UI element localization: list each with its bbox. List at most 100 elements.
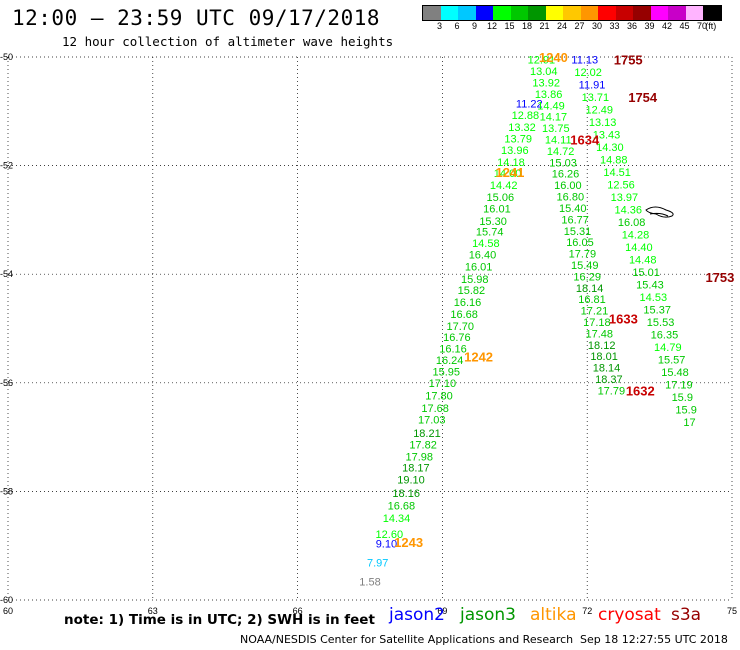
- legend-s3a: s3a: [671, 605, 702, 625]
- wave-height-value: 15.48: [661, 367, 689, 379]
- wave-height-value: 15.43: [636, 280, 664, 292]
- wave-height-value: 14.34: [383, 513, 411, 525]
- wave-height-value: 15.82: [458, 285, 486, 297]
- wave-height-value: 16.05: [566, 237, 594, 249]
- wave-height-value: 1.58: [359, 577, 380, 589]
- wave-height-value: 16.80: [557, 192, 585, 204]
- colorbar-swatch: [685, 6, 703, 20]
- wave-height-value: 12.60: [376, 529, 404, 541]
- wave-height-value: 14.58: [472, 238, 500, 250]
- y-tick-label: -50: [0, 52, 13, 62]
- y-tick-label: -58: [0, 486, 13, 496]
- map-subtitle: 12 hour collection of altimeter wave hei…: [62, 34, 394, 49]
- pass-time-label: 1243: [394, 535, 423, 550]
- x-tick-label: 66: [293, 606, 303, 616]
- wave-height-value: 17.10: [429, 378, 457, 390]
- colorbar-label: 42: [661, 21, 673, 31]
- wave-height-value: 13.13: [589, 117, 617, 129]
- wave-height-value: 13.92: [532, 78, 560, 90]
- axis-labels: 60 63 66 69 72 75 -50 -52 -54 -56 -58 -60: [0, 52, 737, 616]
- wave-height-value: 7.97: [367, 558, 388, 570]
- pass-time-label: 1633: [609, 312, 638, 327]
- x-tick-label: 69: [437, 606, 447, 616]
- wave-height-value: 14.51: [603, 167, 631, 179]
- wave-height-value: 14.42: [490, 180, 518, 192]
- wave-height-value: 14.72: [547, 146, 575, 158]
- wave-height-value: 14.17: [540, 112, 568, 124]
- wave-height-value: 16.81: [578, 294, 606, 306]
- wave-height-value: 18.01: [590, 351, 618, 363]
- y-tick-label: -54: [0, 269, 13, 279]
- wave-height-value: 15.57: [658, 354, 686, 366]
- map-grid: [7, 56, 733, 601]
- colorbar-swatch: [563, 6, 581, 20]
- colorbar-label: 6: [454, 21, 460, 31]
- wave-height-value: 15.03: [549, 157, 577, 169]
- wave-height-value: 13.86: [535, 89, 563, 101]
- wave-height-value: 16.40: [469, 250, 497, 262]
- y-tick-label: -56: [0, 378, 13, 388]
- wave-height-value: 14.30: [596, 142, 624, 154]
- colorbar-label: (ft): [705, 21, 717, 31]
- wave-height-value: 17.79: [569, 249, 597, 261]
- wave-height-value: 11.22: [516, 99, 543, 111]
- wave-height-value: 17.19: [665, 379, 693, 391]
- wave-height-value: 13.43: [593, 130, 621, 142]
- colorbar-label: 45: [679, 21, 690, 31]
- wave-height-value: 16.01: [465, 262, 493, 274]
- wave-height-value: 14.79: [654, 342, 682, 354]
- wave-height-value: 14.28: [622, 230, 650, 242]
- pass-time-label: 1240: [539, 50, 568, 65]
- legend-jason2: jason2: [389, 605, 445, 625]
- wave-height-value: 16.77: [561, 214, 589, 226]
- wave-height-value: 16.29: [573, 271, 601, 283]
- x-tick-label: 75: [727, 606, 737, 616]
- colorbar-swatch: [528, 6, 546, 20]
- wave-height-value: 13.32: [508, 122, 536, 134]
- wave-height-value: 16.76: [443, 332, 471, 344]
- wave-height-value: 18.14: [576, 283, 604, 295]
- footer-credit: NOAA/NESDIS Center for Satellite Applica…: [240, 633, 574, 646]
- wave-height-value: 12.56: [607, 180, 635, 192]
- wave-height-value: 15.30: [479, 216, 507, 228]
- wave-height-value: 15.40: [559, 203, 587, 215]
- colorbar-label: 36: [626, 21, 638, 31]
- wave-height-value: 16.68: [388, 501, 416, 513]
- colorbar-swatch: [703, 6, 721, 20]
- wave-height-value: 16.16: [454, 297, 482, 309]
- wave-height-value: 15.95: [432, 366, 460, 378]
- x-tick-label: 72: [582, 606, 592, 616]
- colorbar-label: 27: [574, 21, 585, 31]
- wave-height-value: 16.26: [552, 169, 580, 181]
- colorbar-label: 9: [471, 21, 478, 31]
- colorbar-label: 70: [696, 21, 708, 31]
- colorbar-label: 30: [591, 21, 603, 31]
- colorbar-label: 21: [539, 21, 550, 31]
- colorbar-label: 3: [436, 21, 443, 31]
- wave-height-value: 14.49: [537, 100, 565, 112]
- colorbar-swatch: [423, 6, 441, 20]
- wave-height-value: 18.14: [593, 363, 621, 375]
- wave-height-value: 13.04: [530, 66, 558, 78]
- colorbar-swatch: [440, 6, 458, 20]
- wave-height-value: 15.9: [675, 404, 696, 416]
- colorbar-label: 39: [644, 21, 655, 31]
- legend-jason3: jason3: [460, 605, 516, 625]
- wave-height-values: 1.587.979.1012.6014.3416.6818.1619.1018.…: [359, 55, 697, 589]
- x-tick-label: 60: [3, 606, 13, 616]
- wave-height-value: 16.16: [439, 344, 467, 356]
- wave-height-value: 12.91: [528, 55, 556, 67]
- wave-height-value: 16.00: [554, 180, 582, 192]
- wave-height-value: 13.71: [582, 92, 610, 104]
- wave-height-value: 12.02: [574, 67, 602, 79]
- wave-height-value: 17.18: [583, 317, 611, 329]
- colorbar-label: 33: [609, 21, 620, 31]
- colorbar-swatch: [598, 6, 616, 20]
- wave-height-value: 17: [683, 417, 695, 429]
- wave-height-value: 13.79: [504, 133, 532, 145]
- colorbar-swatch: [510, 6, 528, 20]
- wave-height-value: 14.88: [600, 155, 628, 167]
- wave-height-value: 16.35: [651, 329, 679, 341]
- wave-height-value: 14.36: [614, 205, 642, 217]
